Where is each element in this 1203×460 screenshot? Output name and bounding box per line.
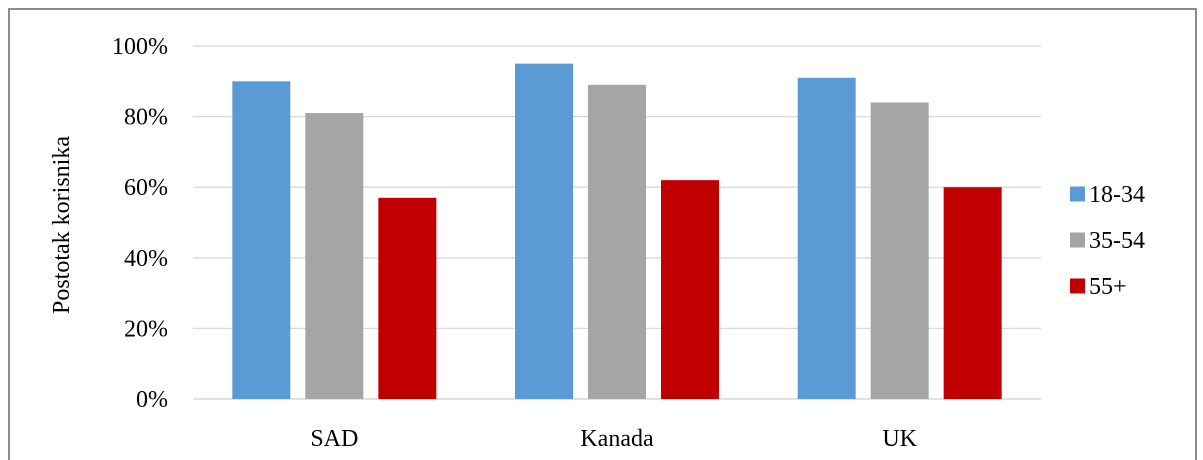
x-category-label: Kanada (580, 426, 654, 452)
chart-frame (8, 8, 1197, 460)
bar-18-34-SAD (232, 81, 291, 400)
legend: 18-34 35-54 55+ (1070, 182, 1145, 300)
y-axis-label: Postotak korisnika (49, 136, 75, 314)
y-tick-label: 40% (124, 246, 168, 272)
bar-55+-UK (943, 187, 1002, 399)
legend-label: 35-54 (1089, 228, 1145, 254)
y-axis-tick-labels: 0% 20% 40% 60% 80% 100% (112, 34, 168, 413)
x-axis-category-labels: SAD Kanada UK (310, 426, 917, 452)
bar-35-54-Kanada (588, 84, 646, 399)
bar-18-34-Kanada (515, 63, 573, 400)
y-tick-label: 20% (124, 316, 168, 342)
bar-35-54-UK (870, 102, 929, 399)
bars (232, 63, 1002, 400)
bar-35-54-SAD (305, 113, 364, 399)
legend-swatch (1070, 232, 1085, 248)
legend-swatch (1070, 278, 1085, 294)
x-category-label: SAD (310, 426, 358, 452)
legend-label: 55+ (1089, 274, 1127, 300)
bar-18-34-UK (797, 77, 856, 400)
y-tick-label: 80% (124, 105, 168, 131)
y-tick-label: 0% (136, 387, 168, 413)
x-category-label: UK (882, 426, 917, 452)
y-tick-label: 60% (124, 175, 168, 201)
y-tick-label: 100% (112, 34, 168, 60)
legend-label: 18-34 (1089, 182, 1145, 208)
legend-swatch (1070, 186, 1085, 202)
bar-55+-SAD (378, 197, 437, 399)
bar-55+-Kanada (661, 180, 719, 399)
